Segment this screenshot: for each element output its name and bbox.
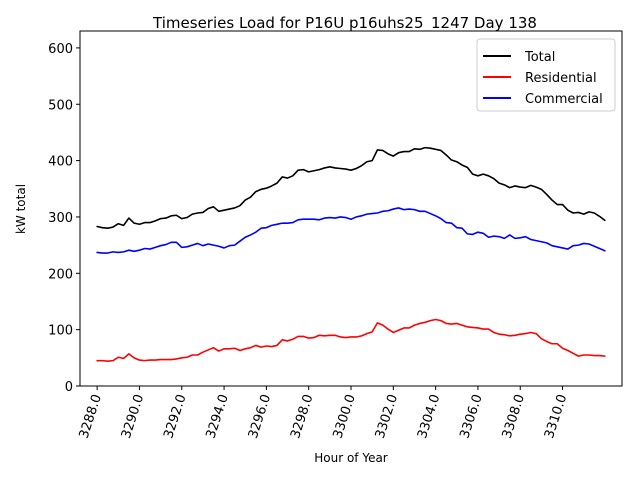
legend-label-residential: Residential — [525, 71, 597, 86]
series-line-residential — [96, 318, 606, 363]
series-layer — [96, 146, 606, 363]
y-tick-label: 500 — [48, 98, 73, 113]
y-tick-label: 100 — [48, 324, 73, 339]
x-axis-label: Hour of Year — [314, 451, 388, 465]
chart-title: Timeseries Load for P16U p16uhs25_1247 D… — [152, 14, 537, 33]
series-line-total — [96, 146, 606, 230]
y-tick-label: 300 — [48, 211, 73, 226]
legend-label-commercial: Commercial — [525, 92, 603, 107]
series-line-commercial — [96, 207, 606, 254]
y-tick-label: 600 — [48, 42, 73, 57]
y-axis: 0 100 200 300 400 500 600 — [48, 42, 80, 395]
legend-box — [476, 38, 616, 112]
y-axis-label: kW total — [14, 184, 28, 234]
legend-label-total: Total — [524, 50, 555, 65]
y-tick-label: 400 — [48, 155, 73, 170]
legend: Total Residential Commercial — [476, 38, 616, 112]
y-tick-label: 200 — [48, 267, 73, 282]
y-tick-label: 0 — [65, 380, 73, 395]
